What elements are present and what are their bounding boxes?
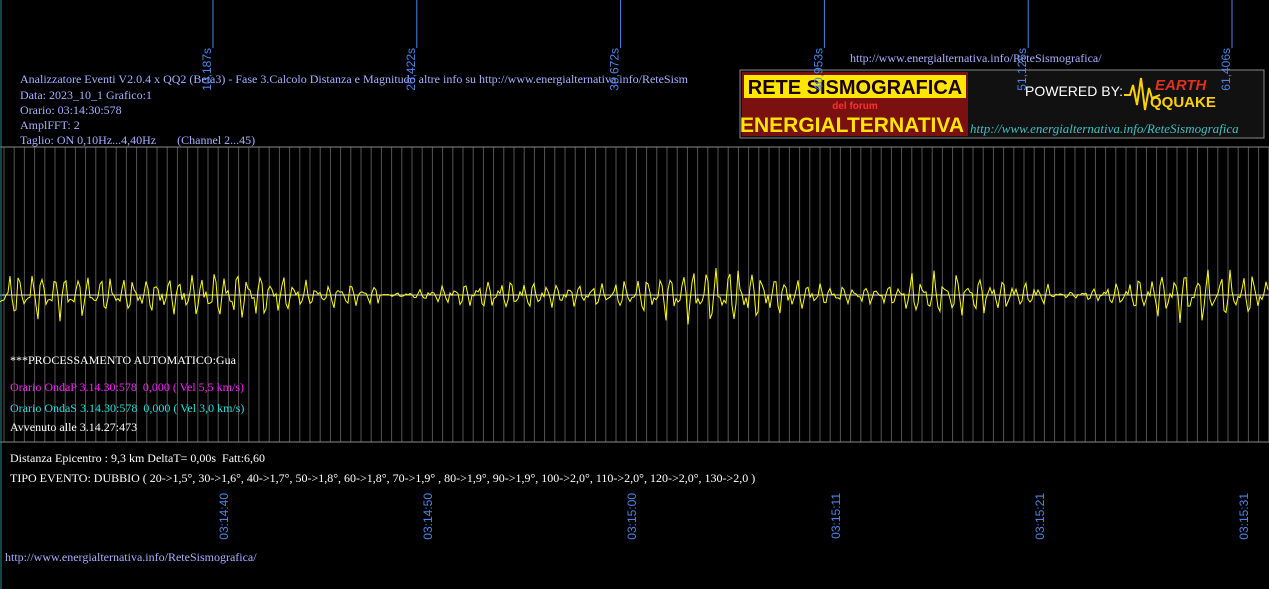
top-axis-label: 51,125s: [1015, 48, 1029, 91]
info-line: Data: 2023_10_1 Grafico:1: [20, 88, 152, 102]
waveform: [0, 267, 1269, 325]
info-line: Taglio: ON 0,10Hz...4,40Hz (Channel 2...…: [20, 133, 255, 147]
onda-p: Orario OndaP 3.14.30:578 0,000 ( Vel 5,5…: [10, 380, 244, 394]
bottom-axis-label: 03:14:40: [217, 493, 231, 540]
processing-title: ***PROCESSAMENTO AUTOMATICO:Gua: [10, 353, 237, 367]
onda-s: Orario OndaS 3.14.30:578 0,000 ( Vel 3,0…: [10, 401, 244, 415]
distance: Distanza Epicentro : 9,3 km DeltaT= 0,00…: [10, 451, 265, 465]
logo-brand1: EARTH: [1155, 77, 1208, 94]
info-line: Analizzatore Eventi V2.0.4 x QQ2 (Beta3)…: [20, 72, 689, 86]
logo-brand2: QQUAKE: [1150, 94, 1216, 111]
logo: RETE SISMOGRAFICA del forum ENERGIALTERN…: [739, 69, 1265, 139]
top-axis-label: 20,422s: [404, 48, 418, 91]
logo-title: RETE SISMOGRAFICA: [748, 77, 962, 99]
footer-url: http://www.energialternativa.info/ReteSi…: [5, 550, 257, 564]
logo-band: [744, 75, 966, 98]
top-axis-label: 40,953s: [811, 48, 825, 91]
top-axis-label: 30,672s: [608, 48, 622, 91]
event-type: TIPO EVENTO: DUBBIO ( 20->1,5°, 30->1,6°…: [10, 471, 755, 485]
bottom-axis-label: 03:14:50: [421, 493, 435, 540]
logo-url: http://www.energialternativa.info/ReteSi…: [970, 121, 1239, 136]
bottom-axis-label: 03:15:31: [1237, 493, 1251, 540]
logo-powered: POWERED BY:: [1025, 83, 1123, 99]
bottom-axis-label: 03:15:11: [829, 493, 843, 539]
header-url: http://www.energialternativa.info/ReteSi…: [850, 51, 1102, 65]
bottom-axis-label: 03:15:00: [625, 493, 639, 540]
info-line: AmplFFT: 2: [20, 118, 80, 132]
logo-name: ENERGIALTERNATIVA: [740, 114, 964, 137]
top-axis-label: 61,406s: [1219, 48, 1233, 91]
logo-icon: [1124, 77, 1161, 111]
top-axis-label: 10,187s: [200, 48, 214, 91]
avvenuto: Avvenuto alle 3.14.27:473: [10, 420, 137, 434]
bottom-axis-label: 03:15:21: [1033, 493, 1047, 540]
logo-subtitle: del forum: [832, 101, 878, 112]
info-line: Orario: 03:14:30:578: [20, 103, 122, 117]
